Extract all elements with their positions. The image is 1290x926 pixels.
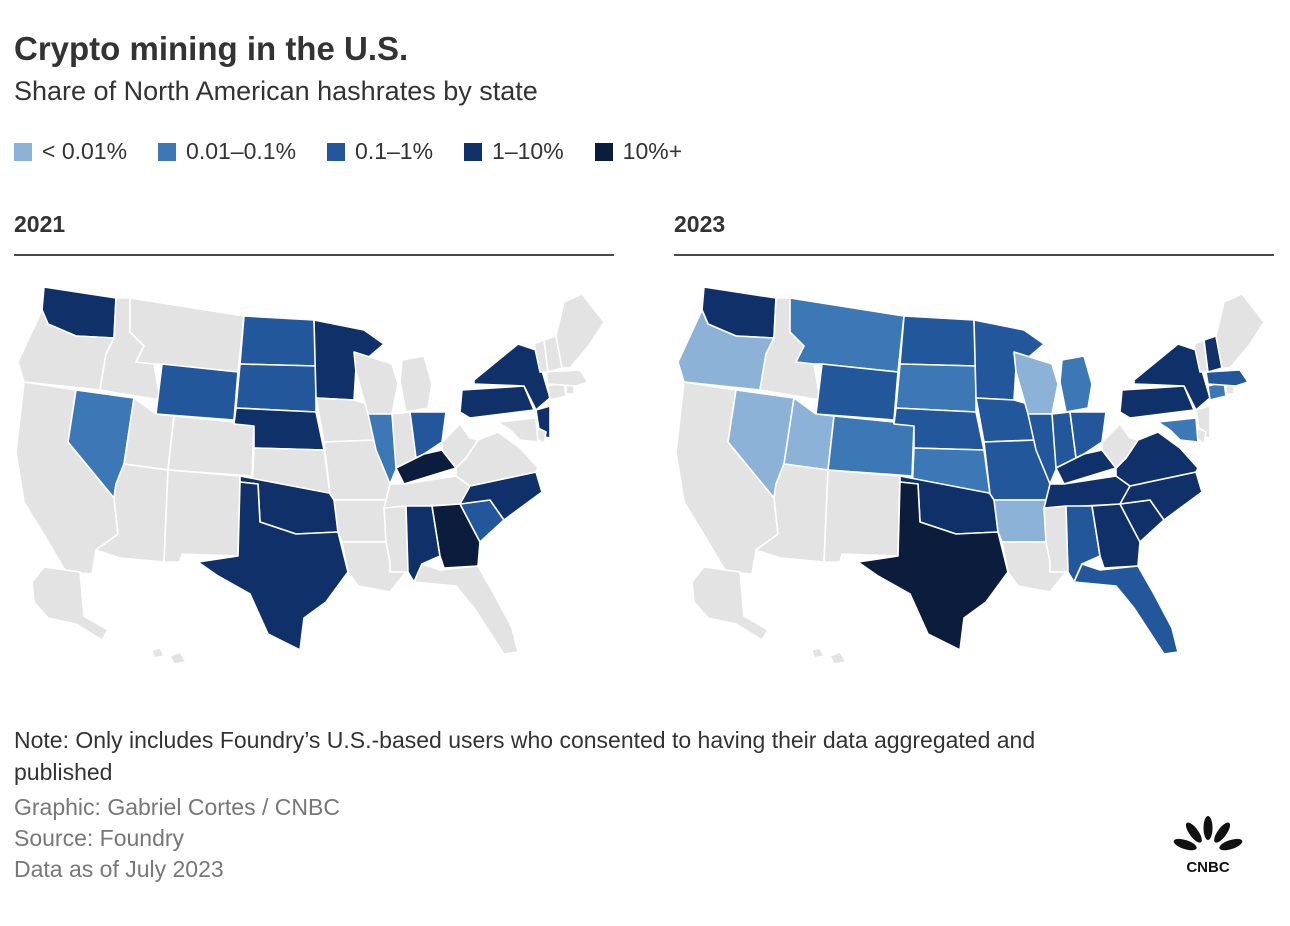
state-oh [1069,411,1107,459]
state-tn [1043,475,1131,509]
state-sd [235,363,317,413]
state-hi [811,647,847,665]
credits: Graphic: Gabriel Cortes / CNBC Source: F… [14,792,340,885]
nbc-peacock-icon: CNBC [1173,816,1243,876]
state-pa [1119,385,1195,419]
state-ma [1205,369,1249,387]
legend-item: < 0.01% [14,138,127,165]
logo-text: CNBC [1186,859,1229,876]
state-il [367,413,401,485]
legend-item: 10%+ [594,138,683,165]
legend-swatch [327,142,346,161]
state-md [1157,417,1199,443]
state-oh [409,411,447,459]
legend-label: 1–10% [492,138,564,164]
state-ar [333,499,387,543]
state-nd [239,315,317,367]
state-mt [789,297,905,373]
state-il [1027,413,1061,485]
state-mi [1059,355,1093,413]
state-md [497,417,539,443]
chart-subtitle: Share of North American hashrates by sta… [14,76,538,106]
legend-swatch [594,142,613,161]
panel-label-2021: 2021 [14,211,66,237]
legend-swatch [158,142,177,161]
state-ar [993,499,1047,543]
legend-label: 0.1–1% [355,138,434,164]
legend-swatch [464,142,483,161]
state-mt [129,297,245,373]
state-pa [459,385,535,419]
source-credit: Source: Foundry [14,825,185,851]
chart-title: Crypto mining in the U.S. [14,30,409,67]
cnbc-logo: CNBC [1170,814,1246,876]
legend-item: 0.1–1% [327,138,433,165]
state-wy [155,363,239,421]
graphic-credit: Graphic: Gabriel Cortes / CNBC [14,794,340,820]
state-tx [197,481,349,651]
state-mi [399,355,433,413]
us-map-2021 [15,286,605,665]
state-wv [441,423,479,469]
state-me [1215,293,1265,369]
legend-label: < 0.01% [42,138,128,164]
panel-label-2023: 2023 [674,211,726,237]
panel-divider [674,254,1274,256]
data-date: Data as of July 2023 [14,856,224,882]
state-hi [151,647,187,665]
state-ma [545,369,589,387]
state-nm [823,469,901,563]
state-tn [383,475,471,509]
state-ak [31,566,109,641]
legend-label: 0.01–0.1% [186,138,297,164]
state-wy [815,363,899,421]
state-tx [857,481,1009,651]
us-map-2023 [675,286,1265,665]
legend-item: 0.01–0.1% [158,138,296,165]
footnote: Note: Only includes Foundry’s U.S.-based… [14,727,1036,785]
legend-item: 1–10% [464,138,564,165]
state-me [555,293,605,369]
legend: < 0.01% 0.01–0.1% 0.1–1% 1–10% 10%+ [14,138,713,165]
state-ak [691,566,769,641]
legend-swatch [14,142,32,161]
state-nd [899,315,977,367]
state-sd [895,363,977,413]
panel-divider [14,254,614,256]
state-wv [1101,423,1139,469]
state-nm [163,469,241,563]
state-fl [1073,563,1179,655]
state-fl [413,563,519,655]
legend-label: 10%+ [622,138,683,164]
